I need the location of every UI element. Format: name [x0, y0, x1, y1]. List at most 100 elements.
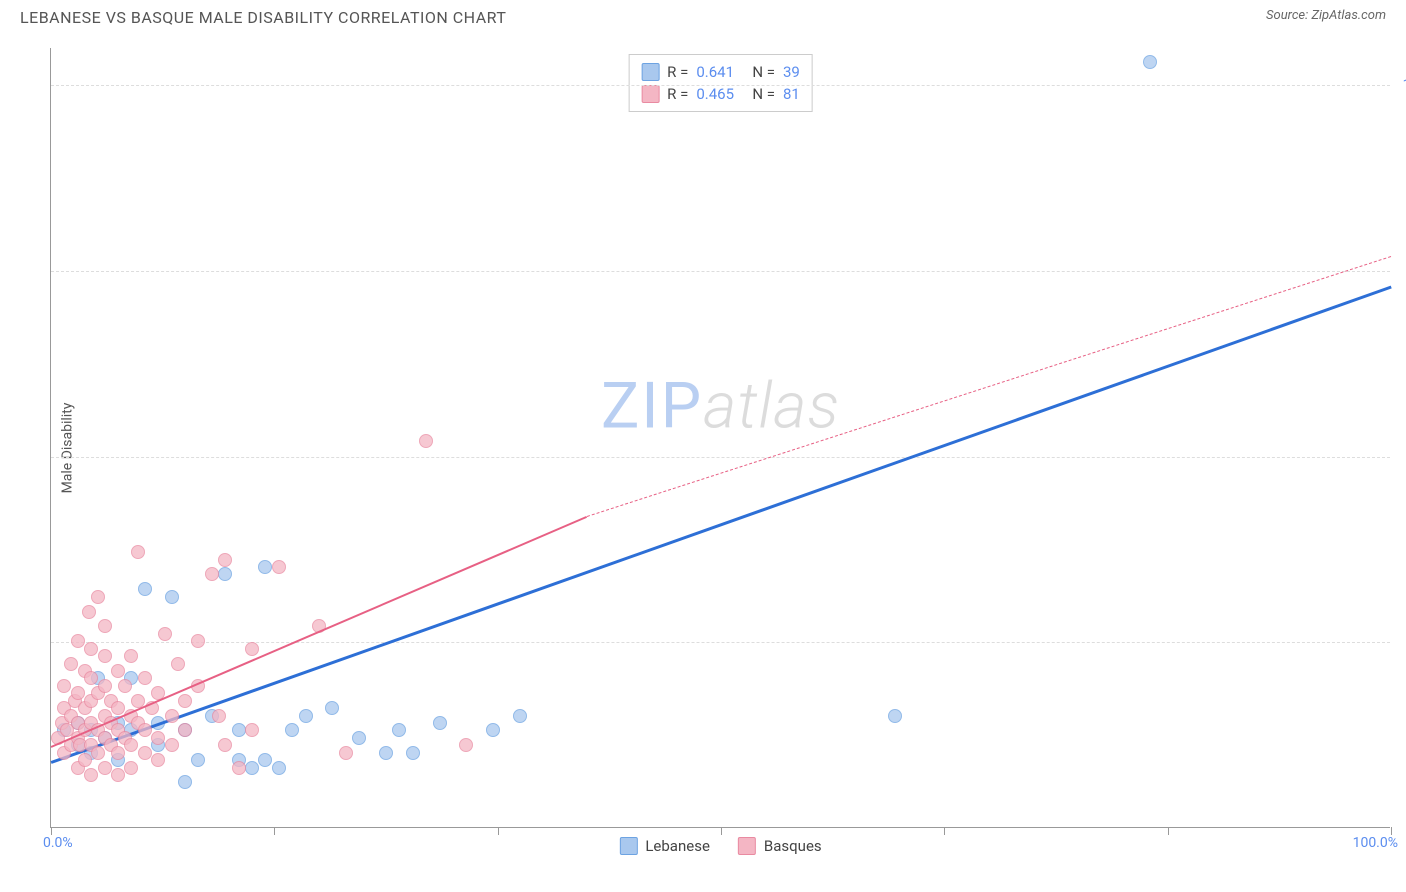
- x-axis-start-label: 0.0%: [43, 835, 73, 851]
- legend-swatch-lebanese: [641, 63, 659, 81]
- scatter-point: [888, 709, 902, 723]
- scatter-point: [138, 723, 152, 737]
- chart-header: LEBANESE VS BASQUE MALE DISABILITY CORRE…: [0, 0, 1406, 27]
- x-tick: [274, 827, 275, 835]
- scatter-point: [218, 738, 232, 752]
- scatter-point: [84, 671, 98, 685]
- scatter-point: [339, 746, 353, 760]
- scatter-point: [84, 768, 98, 782]
- scatter-point: [245, 723, 259, 737]
- scatter-point: [78, 753, 92, 767]
- chart-source: Source: ZipAtlas.com: [1266, 8, 1386, 23]
- x-tick: [498, 827, 499, 835]
- scatter-point: [392, 723, 406, 737]
- scatter-point: [98, 649, 112, 663]
- legend-stats-row-1: R = 0.465 N = 81: [641, 83, 800, 105]
- plot-area: ZIPatlas R = 0.641 N = 39 R = 0.465 N = …: [50, 48, 1390, 828]
- legend-stats: R = 0.641 N = 39 R = 0.465 N = 81: [628, 54, 813, 112]
- scatter-point: [272, 761, 286, 775]
- legend-item-lebanese: Lebanese: [619, 837, 710, 855]
- scatter-point: [218, 567, 232, 581]
- scatter-point: [91, 746, 105, 760]
- scatter-point: [205, 567, 219, 581]
- x-tick: [1391, 827, 1392, 835]
- scatter-point: [98, 679, 112, 693]
- scatter-point: [171, 657, 185, 671]
- scatter-point: [165, 590, 179, 604]
- x-tick: [944, 827, 945, 835]
- scatter-point: [218, 553, 232, 567]
- chart-title: LEBANESE VS BASQUE MALE DISABILITY CORRE…: [20, 8, 506, 27]
- scatter-point: [178, 775, 192, 789]
- legend-series: Lebanese Basques: [619, 837, 821, 855]
- legend-item-basques: Basques: [738, 837, 822, 855]
- legend-stats-row-0: R = 0.641 N = 39: [641, 61, 800, 83]
- legend-swatch-icon: [619, 837, 637, 855]
- scatter-point: [124, 738, 138, 752]
- scatter-point: [111, 768, 125, 782]
- scatter-point: [299, 709, 313, 723]
- scatter-point: [158, 627, 172, 641]
- scatter-point: [513, 709, 527, 723]
- chart-container: Male Disability ZIPatlas R = 0.641 N = 3…: [50, 48, 1390, 848]
- scatter-point: [232, 761, 246, 775]
- x-tick: [1168, 827, 1169, 835]
- scatter-point: [178, 723, 192, 737]
- scatter-point: [165, 709, 179, 723]
- scatter-point: [138, 582, 152, 596]
- scatter-point: [232, 723, 246, 737]
- scatter-point: [124, 649, 138, 663]
- scatter-point: [272, 560, 286, 574]
- scatter-point: [82, 605, 96, 619]
- trend-line-lebanese: [51, 286, 1392, 764]
- grid-line: [51, 271, 1390, 272]
- scatter-point: [151, 753, 165, 767]
- scatter-point: [379, 746, 393, 760]
- scatter-point: [98, 619, 112, 633]
- scatter-point: [245, 642, 259, 656]
- scatter-point: [111, 746, 125, 760]
- scatter-point: [459, 738, 473, 752]
- legend-swatch-icon: [738, 837, 756, 855]
- scatter-point: [178, 694, 192, 708]
- scatter-point: [406, 746, 420, 760]
- scatter-point: [71, 634, 85, 648]
- scatter-point: [71, 686, 85, 700]
- x-tick: [51, 827, 52, 835]
- scatter-point: [91, 590, 105, 604]
- scatter-point: [118, 679, 132, 693]
- scatter-point: [111, 701, 125, 715]
- grid-line: [51, 457, 1390, 458]
- scatter-point: [325, 701, 339, 715]
- scatter-point: [245, 761, 259, 775]
- scatter-point: [352, 731, 366, 745]
- scatter-point: [258, 560, 272, 574]
- scatter-point: [131, 545, 145, 559]
- scatter-point: [433, 716, 447, 730]
- x-axis-end-label: 100.0%: [1353, 835, 1398, 851]
- scatter-point: [57, 679, 71, 693]
- scatter-point: [419, 434, 433, 448]
- y-tick-label: 100.0%: [1403, 77, 1406, 93]
- x-tick: [721, 827, 722, 835]
- scatter-point: [1143, 55, 1157, 69]
- watermark: ZIPatlas: [601, 369, 840, 444]
- scatter-point: [138, 671, 152, 685]
- scatter-point: [111, 664, 125, 678]
- scatter-point: [258, 753, 272, 767]
- scatter-point: [124, 761, 138, 775]
- scatter-point: [64, 657, 78, 671]
- trend-line-dashed-basques: [587, 256, 1391, 517]
- scatter-point: [191, 753, 205, 767]
- grid-line: [51, 85, 1390, 86]
- scatter-point: [165, 738, 179, 752]
- scatter-point: [84, 642, 98, 656]
- scatter-point: [98, 761, 112, 775]
- scatter-point: [486, 723, 500, 737]
- legend-swatch-basques: [641, 85, 659, 103]
- scatter-point: [138, 746, 152, 760]
- scatter-point: [212, 709, 226, 723]
- scatter-point: [285, 723, 299, 737]
- scatter-point: [151, 731, 165, 745]
- scatter-point: [191, 634, 205, 648]
